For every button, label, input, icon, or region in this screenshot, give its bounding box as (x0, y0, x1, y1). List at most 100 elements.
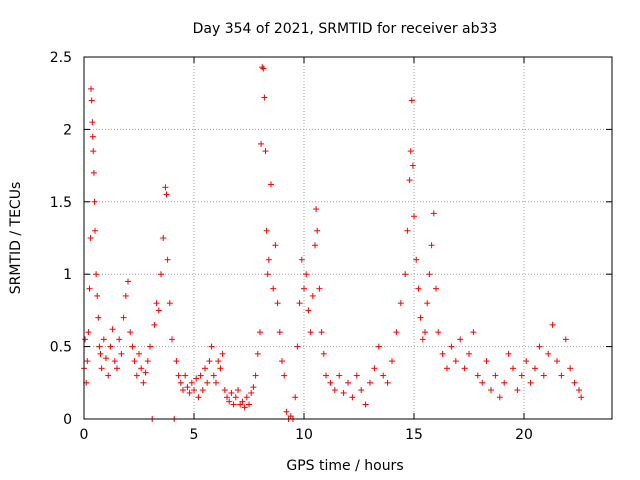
data-point (82, 336, 89, 343)
data-point (100, 336, 107, 343)
data-point (318, 329, 325, 336)
data-point (411, 213, 417, 220)
data-point (206, 358, 213, 365)
data-point (323, 372, 329, 379)
data-point (235, 387, 241, 394)
data-point (219, 350, 226, 357)
data-point (88, 85, 95, 92)
data-point (536, 343, 543, 350)
data-point (461, 365, 468, 372)
data-point (435, 329, 442, 336)
x-tick-label: 5 (190, 427, 199, 443)
data-point (444, 365, 450, 372)
data-point (166, 300, 173, 307)
data-point (116, 336, 123, 343)
data-point (138, 365, 145, 372)
data-point (466, 350, 472, 357)
data-point (294, 343, 301, 350)
data-point (439, 350, 446, 357)
data-point (424, 300, 431, 307)
data-point (246, 401, 252, 408)
data-point (483, 358, 490, 365)
data-point (155, 307, 162, 314)
data-point (505, 350, 512, 357)
data-point (147, 343, 153, 350)
data-point (182, 372, 189, 379)
data-point (298, 256, 305, 263)
data-point (578, 394, 585, 401)
data-point (96, 343, 103, 350)
data-point (426, 271, 433, 278)
data-point (241, 404, 248, 411)
data-point (281, 372, 288, 379)
data-point (177, 379, 184, 386)
data-point (265, 256, 272, 263)
y-axis-label: SRMTID / TECUs (8, 182, 24, 295)
data-point (417, 314, 424, 321)
data-point (313, 206, 320, 213)
data-point (142, 369, 149, 376)
data-point (292, 394, 299, 401)
data-point (296, 300, 303, 307)
data-point (492, 372, 499, 379)
data-point (239, 398, 246, 405)
data-point (380, 372, 387, 379)
data-point (199, 387, 206, 394)
data-point (527, 379, 534, 386)
data-point (510, 365, 516, 372)
data-point (571, 379, 578, 386)
data-point (430, 210, 437, 217)
data-point (452, 358, 459, 365)
data-point (259, 64, 266, 71)
data-point (358, 387, 365, 394)
x-tick-label: 15 (405, 427, 423, 443)
data-point (501, 379, 508, 386)
x-tick-label: 0 (80, 427, 89, 443)
y-tick-label: 0 (63, 412, 72, 428)
data-point (428, 242, 435, 249)
data-point (129, 343, 136, 350)
data-point (151, 321, 158, 328)
axis-ticks: 0 5 10 15 20 0 0.5 1 1.5 2 2.5 (50, 50, 612, 443)
data-point (163, 191, 170, 198)
data-point (314, 227, 321, 234)
data-point (263, 227, 270, 234)
data-point (107, 343, 114, 350)
x-tick-label: 10 (295, 427, 313, 443)
data-point (131, 358, 138, 365)
data-point (303, 271, 310, 278)
data-point (114, 365, 120, 372)
data-point (91, 198, 98, 205)
data-point (362, 401, 369, 408)
data-point (175, 372, 182, 379)
data-point (545, 350, 552, 357)
data-point (158, 271, 164, 278)
data-point (549, 321, 556, 328)
data-point (576, 387, 582, 394)
data-point (169, 336, 175, 343)
y-tick-label: 1.5 (50, 195, 72, 211)
data-point (97, 350, 104, 357)
data-point (162, 184, 169, 191)
data-point (320, 350, 327, 357)
data-point (274, 300, 281, 307)
data-point (301, 285, 307, 292)
x-axis-label: GPS time / hours (286, 458, 403, 474)
data-point (224, 394, 230, 401)
data-point (407, 148, 414, 155)
data-point (92, 227, 98, 234)
data-point (164, 256, 171, 263)
data-point (103, 355, 109, 362)
data-point (258, 140, 265, 147)
data-point (195, 394, 202, 401)
data-point (413, 256, 420, 263)
data-point (276, 329, 283, 336)
data-point (402, 271, 409, 278)
data-point (470, 329, 477, 336)
data-point (260, 65, 267, 72)
data-point (184, 384, 191, 391)
data-point (213, 379, 219, 386)
data-point (371, 365, 378, 372)
y-tick-label: 1 (63, 267, 72, 283)
data-point (87, 235, 94, 241)
